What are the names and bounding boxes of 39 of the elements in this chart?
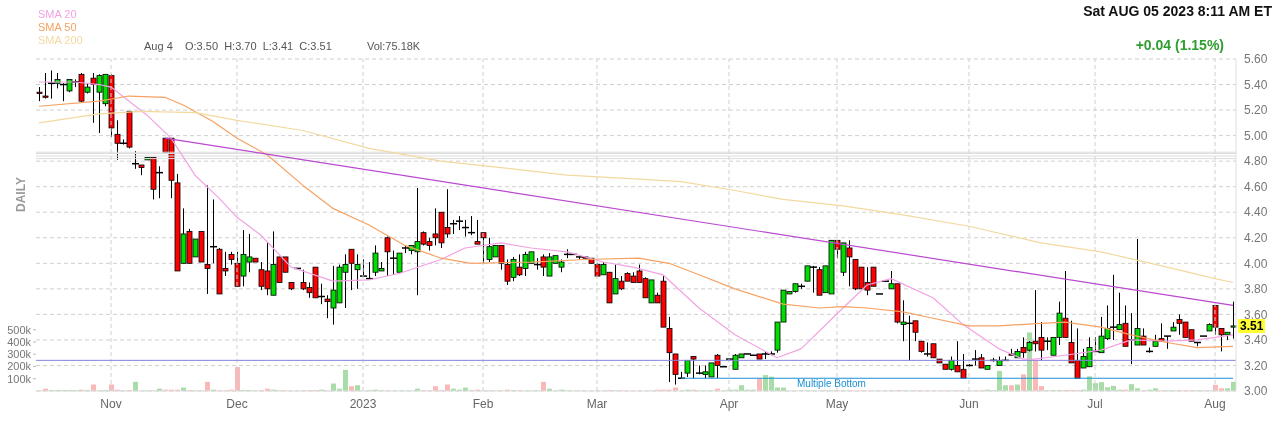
x-tick-label: Nov (100, 396, 122, 411)
text: Vol:75.18K (367, 40, 421, 52)
y-tick-label: 3.40 (1244, 333, 1268, 348)
y-tick-label: 3.80 (1244, 282, 1268, 297)
y-tick-label: 5.00 (1244, 128, 1268, 143)
x-tick-label: 2023 (349, 396, 377, 411)
annotation: Multiple Bottom (797, 378, 866, 390)
x-tick-label: Aug (1204, 396, 1226, 411)
x-tick-label: Feb (472, 396, 494, 411)
x-tick-label: Jun (959, 396, 979, 411)
x-tick-label: Mar (586, 396, 608, 411)
y2-tick-label: 400k (7, 335, 32, 348)
y2-tick-label: 300k (7, 348, 32, 361)
y-tick-label: 4.40 (1244, 205, 1268, 220)
text: +0.04 (1.15%) (1135, 37, 1224, 53)
y-tick-label: 3.20 (1244, 358, 1268, 373)
x-tick-label: Dec (226, 396, 248, 411)
text: Aug 4 (144, 40, 173, 52)
y-tick-label: 5.40 (1244, 77, 1268, 92)
y-tick-label: 5.20 (1244, 103, 1268, 118)
text: Sat AUG 05 2023 8:11 AM ET (1083, 3, 1272, 19)
y2-tick-label: 200k (7, 360, 32, 373)
y-tick-label: 4.20 (1244, 231, 1268, 246)
x-tick-label: Apr (719, 396, 739, 411)
y-tick-label: 5.60 (1244, 52, 1268, 67)
text: SMA 50 (38, 21, 77, 34)
text: SMA 200 (38, 34, 83, 47)
text: O:3.50 H:3.70 L:3.41 C:3.51 (185, 40, 332, 52)
text: SMA 20 (38, 8, 77, 21)
y-tick-label: 3.00 (1244, 384, 1268, 399)
y-tick-label: 4.00 (1244, 256, 1268, 271)
x-tick-label: May (825, 396, 849, 411)
y-tick-label: 4.80 (1244, 154, 1268, 169)
y2-tick-label: 100k (7, 372, 32, 385)
y2-tick-label: 500k (7, 323, 32, 336)
y-tick-label: 4.60 (1244, 179, 1268, 194)
annotation: 3.51 (1238, 318, 1266, 333)
text: DAILY (14, 177, 28, 212)
x-tick-label: Jul (1087, 396, 1103, 411)
